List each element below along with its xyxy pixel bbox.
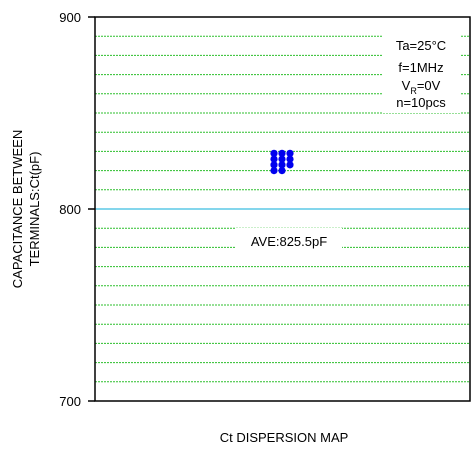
y-tick-label: 900 xyxy=(59,10,81,25)
average-label-box xyxy=(236,228,342,253)
points-layer xyxy=(270,149,294,175)
data-point xyxy=(286,149,294,157)
condition-frequency: f=1MHz xyxy=(398,60,443,75)
condition-temperature: Ta=25°C xyxy=(396,38,446,53)
data-point xyxy=(278,155,286,163)
data-point xyxy=(286,161,294,169)
x-axis-label: Ct DISPERSION MAP xyxy=(220,430,349,445)
y-axis-label-line-2: TERMINALS:Ct(pF) xyxy=(27,152,42,267)
conditions-box xyxy=(383,33,461,113)
data-point xyxy=(278,149,286,157)
y-tick-label: 700 xyxy=(59,394,81,409)
y-ticks: 700 800 900 xyxy=(59,10,95,409)
y-axis-label: CAPACITANCE BETWEEN TERMINALS:Ct(pF) xyxy=(10,130,42,288)
data-point xyxy=(270,149,278,157)
data-point xyxy=(278,161,286,169)
y-axis-label-line-1: CAPACITANCE BETWEEN xyxy=(10,130,25,288)
annotation-layer: Ta=25°C f=1MHz VR=0Vn=10pcs AVE:825.5pF xyxy=(236,33,461,253)
data-point xyxy=(278,167,286,175)
data-point xyxy=(270,155,278,163)
average-label: AVE:825.5pF xyxy=(251,234,327,249)
data-point xyxy=(286,155,294,163)
condition-voltage: VR=0V xyxy=(402,78,441,96)
data-point xyxy=(270,167,278,175)
y-tick-label: 800 xyxy=(59,202,81,217)
data-point xyxy=(270,161,278,169)
condition-sample-count: n=10pcs xyxy=(396,95,446,110)
